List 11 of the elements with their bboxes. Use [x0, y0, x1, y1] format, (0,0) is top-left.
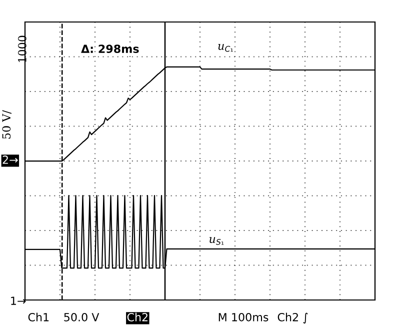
series-label: u$_{S₁}$	[210, 237, 224, 245]
y-axis-title: 50 V/	[2, 110, 12, 139]
text: Δ: 298ms	[81, 44, 139, 54]
series-label: u$_{C₁}$	[218, 44, 233, 52]
text: Ch1	[28, 312, 49, 322]
annotation: 1→	[11, 296, 26, 305]
text: 2→	[2, 156, 18, 164]
text: 50.0 V	[64, 312, 100, 322]
text: Ch2 ∫	[278, 312, 308, 324]
text: Ch2	[127, 312, 148, 322]
text: M 100ms	[218, 312, 268, 322]
